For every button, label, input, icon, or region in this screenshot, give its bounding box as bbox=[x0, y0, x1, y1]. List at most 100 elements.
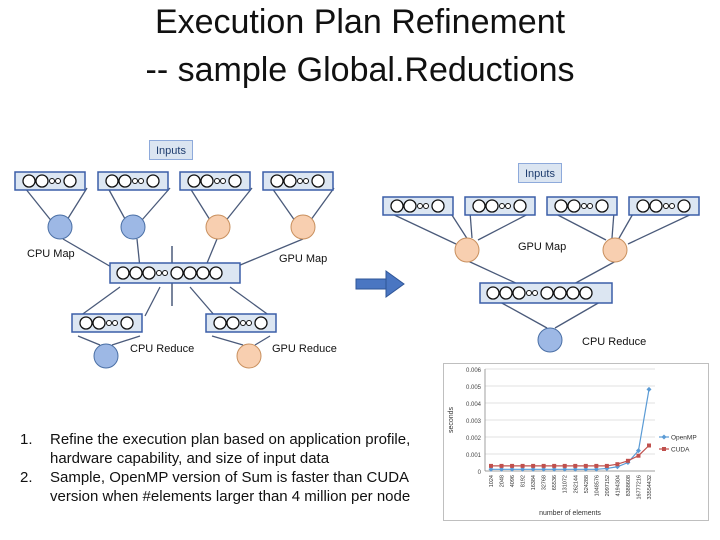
x-axis-label: number of elements bbox=[539, 510, 601, 517]
input-partition bbox=[464, 196, 536, 216]
data-point bbox=[551, 466, 557, 472]
left-inputs-label: Inputs bbox=[149, 140, 193, 160]
note-text: Sample, OpenMP version of Sum is faster … bbox=[50, 469, 411, 505]
gpu-reduce-label: GPU Reduce bbox=[272, 343, 337, 355]
cpu-reduce-node bbox=[537, 327, 563, 353]
data-point bbox=[530, 466, 536, 472]
data-point bbox=[541, 466, 547, 472]
left-intermediate-buffer bbox=[109, 262, 241, 284]
data-point bbox=[625, 458, 630, 463]
x-tick-label: 4194304 bbox=[615, 475, 621, 496]
x-tick-label: 4096 bbox=[510, 475, 516, 487]
data-point bbox=[509, 466, 515, 472]
cpu-reduce-buffer bbox=[71, 313, 143, 333]
title-line-2: -- sample Global.Reductions bbox=[145, 51, 575, 89]
notes-list: 1. Refine the execution plan based on app… bbox=[20, 430, 430, 506]
right-inputs-label: Inputs bbox=[518, 163, 562, 183]
cpu-reduce-label: CPU Reduce bbox=[130, 343, 195, 355]
x-tick-label: 1048576 bbox=[594, 475, 600, 496]
input-partition bbox=[179, 171, 251, 191]
data-point bbox=[635, 448, 641, 454]
gpu-reduce-node bbox=[236, 343, 262, 369]
y-tick-label: 0.003 bbox=[466, 419, 482, 425]
performance-chart: 0 0.001 0.002 0.003 0.004 0.005 0.006 1024 2048 4… bbox=[443, 363, 709, 521]
cpu-reduce-node bbox=[93, 343, 119, 369]
data-point bbox=[647, 443, 651, 448]
x-tick-label: 2097152 bbox=[605, 475, 611, 496]
x-tick-label: 16384 bbox=[531, 475, 537, 490]
x-tick-label: 16777216 bbox=[636, 475, 642, 499]
data-point bbox=[562, 463, 567, 468]
y-axis-label: seconds bbox=[448, 406, 455, 433]
right-gpu-map-label: GPU Map bbox=[518, 241, 567, 253]
data-point bbox=[572, 466, 578, 472]
legend-label: CUDA bbox=[671, 447, 690, 454]
data-point bbox=[489, 463, 493, 468]
x-tick-label: 524288 bbox=[584, 475, 590, 493]
x-tick-label: 1024 bbox=[489, 475, 495, 487]
series-line-cuda bbox=[491, 445, 650, 467]
cpu-map-node bbox=[120, 214, 146, 240]
data-point bbox=[594, 463, 599, 468]
note-number: 2. bbox=[20, 469, 33, 486]
legend-label: OpenMP bbox=[671, 435, 697, 442]
input-partition bbox=[628, 196, 700, 216]
refinement-arrow bbox=[355, 270, 405, 298]
right-intermediate-buffer bbox=[479, 282, 613, 304]
note-item: 1. Refine the execution plan based on app… bbox=[20, 430, 430, 468]
x-tick-label: 32768 bbox=[542, 475, 548, 490]
data-point bbox=[510, 463, 515, 468]
data-point bbox=[499, 463, 504, 468]
x-tick-label: 2048 bbox=[500, 475, 506, 487]
input-partition bbox=[382, 196, 454, 216]
data-point bbox=[646, 386, 652, 392]
input-partition bbox=[14, 171, 86, 191]
data-point bbox=[488, 466, 494, 472]
data-point bbox=[562, 466, 568, 472]
input-partition bbox=[546, 196, 618, 216]
data-point bbox=[593, 466, 599, 472]
cpu-map-node bbox=[47, 214, 73, 240]
x-tick-label: 8192 bbox=[521, 475, 527, 487]
data-point bbox=[636, 453, 641, 458]
x-tick-label: 33554432 bbox=[647, 475, 653, 499]
y-tick-label: 0.006 bbox=[466, 368, 482, 374]
x-tick-label: 65536 bbox=[552, 475, 558, 490]
right-cpu-reduce-label: CPU Reduce bbox=[582, 336, 647, 348]
x-tick-label: 131072 bbox=[563, 475, 569, 493]
y-tick-label: 0.004 bbox=[466, 402, 482, 408]
data-point bbox=[520, 463, 525, 468]
note-text: Refine the execution plan based on appli… bbox=[50, 431, 411, 467]
y-tick-label: 0.002 bbox=[466, 436, 482, 442]
gpu-map-node bbox=[602, 237, 628, 263]
left-input-partitions bbox=[14, 171, 334, 191]
title-line-1: Execution Plan Refinement bbox=[154, 3, 566, 41]
data-point bbox=[583, 466, 589, 472]
data-point bbox=[615, 462, 620, 467]
data-point bbox=[583, 463, 588, 468]
gpu-map-node bbox=[205, 214, 231, 240]
legend-marker bbox=[662, 447, 666, 451]
chart-frame bbox=[443, 363, 709, 521]
right-input-partitions bbox=[382, 196, 700, 216]
data-point bbox=[531, 463, 536, 468]
gpu-map-node bbox=[454, 237, 480, 263]
y-tick-label: 0 bbox=[478, 470, 482, 476]
input-partition bbox=[262, 171, 334, 191]
x-tick-label: 262144 bbox=[573, 475, 579, 493]
x-tick-label: 8388608 bbox=[626, 475, 632, 496]
data-point bbox=[552, 463, 557, 468]
data-point bbox=[604, 463, 609, 468]
input-partition bbox=[97, 171, 169, 191]
legend-marker bbox=[661, 434, 667, 440]
performance-chart-svg: 0 0.001 0.002 0.003 0.004 0.005 0.006 1024 2048 4… bbox=[443, 363, 709, 521]
data-point bbox=[520, 466, 526, 472]
cpu-map-label: CPU Map bbox=[27, 248, 75, 260]
y-tick-label: 0.005 bbox=[466, 385, 482, 391]
y-tick-label: 0.001 bbox=[466, 453, 482, 459]
series-line-openmp bbox=[491, 389, 650, 470]
note-item: 2. Sample, OpenMP version of Sum is faste… bbox=[20, 468, 430, 506]
note-number: 1. bbox=[20, 431, 33, 448]
gpu-map-node bbox=[290, 214, 316, 240]
